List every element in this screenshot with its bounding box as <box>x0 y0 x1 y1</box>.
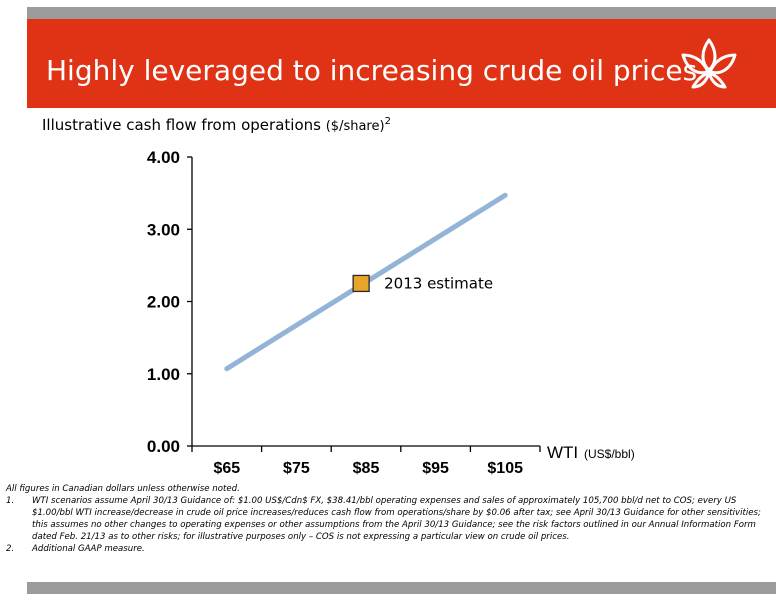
subtitle-footnote-ref: 2 <box>384 116 391 127</box>
x-tick-label: $65 <box>213 460 240 477</box>
y-axis: 0.00 1.00 2.00 3.00 4.00 <box>147 148 193 456</box>
y-tick-label: 1.00 <box>147 365 180 384</box>
chart-subtitle: Illustrative cash flow from operations (… <box>42 116 391 134</box>
cash-flow-chart: 0.00 1.00 2.00 3.00 4.00 $65 $75 $85 $95 $105 WTI… <box>147 148 635 477</box>
footnote-text: WTI scenarios assume April 30/13 Guidanc… <box>32 496 761 542</box>
estimate-label: 2013 estimate <box>384 274 493 292</box>
x-axis-label: WTI <box>547 443 578 462</box>
x-axis: $65 $75 $85 $95 $105 WTI (US$/bbl) <box>191 443 635 477</box>
y-tick-label: 0.00 <box>147 437 180 456</box>
footnote-number: 2. <box>6 544 15 554</box>
bottom-divider-strip <box>27 582 776 594</box>
x-tick-label: $85 <box>353 460 380 477</box>
footnote-intro: All figures in Canadian dollars unless o… <box>6 484 240 494</box>
estimate-marker <box>352 274 370 293</box>
footnote-number: 1. <box>6 496 15 506</box>
footnote-1: 1. WTI scenarios assume April 30/13 Guid… <box>6 495 770 543</box>
y-tick-label: 2.00 <box>147 293 180 312</box>
y-tick-label: 3.00 <box>147 220 180 239</box>
top-divider-strip <box>27 7 776 19</box>
x-axis-unit: (US$/bbl) <box>584 447 635 461</box>
x-tick-label: $105 <box>487 460 523 477</box>
y-tick-label: 4.00 <box>147 148 180 167</box>
footnote-text: Additional GAAP measure. <box>32 544 145 554</box>
page-title: Highly leveraged to increasing crude oil… <box>46 54 698 87</box>
leaf-icon <box>681 38 737 89</box>
subtitle-unit: ($/share) <box>325 119 385 134</box>
x-tick-label: $75 <box>283 460 310 477</box>
title-banner: Highly leveraged to increasing crude oil… <box>27 19 776 108</box>
x-tick-label: $95 <box>422 460 449 477</box>
footnotes: All figures in Canadian dollars unless o… <box>6 483 770 555</box>
footnote-2: 2. Additional GAAP measure. <box>6 543 770 555</box>
highlight-layer: 2013 estimate <box>352 274 493 293</box>
subtitle-main: Illustrative cash flow from operations <box>42 116 321 134</box>
